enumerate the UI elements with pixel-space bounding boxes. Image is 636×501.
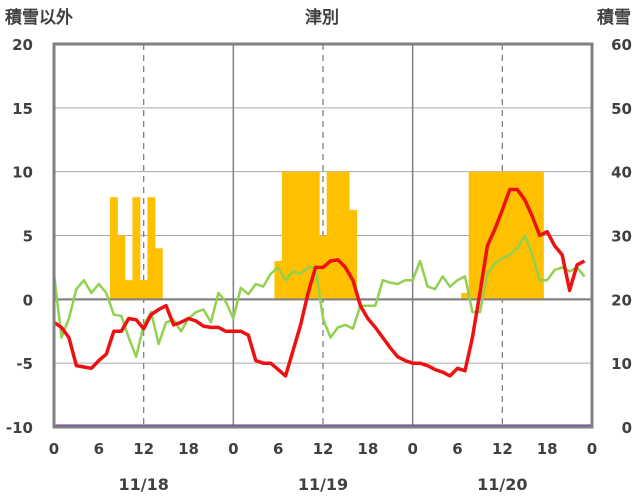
snow-bar	[117, 235, 126, 300]
snow-bar	[528, 171, 537, 300]
hour-tick-label: 12	[492, 440, 513, 458]
snow-bar	[124, 280, 133, 300]
right-tick-label: 0	[622, 419, 632, 437]
date-label: 11/18	[118, 475, 168, 494]
snow-bar	[311, 171, 320, 300]
date-label: 11/20	[477, 475, 527, 494]
left-tick-label: 20	[12, 36, 33, 54]
snow-bar	[491, 171, 499, 300]
snow-bar	[274, 261, 283, 300]
snow-bar	[476, 171, 485, 300]
snow-bar	[349, 209, 358, 300]
left-axis-label: 積雪以外	[5, 7, 73, 28]
right-tick-label: 50	[611, 100, 632, 118]
left-tick-label: 5	[23, 228, 33, 246]
right-tick-label: 60	[611, 36, 632, 54]
hour-tick-label: 0	[407, 440, 417, 458]
left-tick-label: 10	[12, 164, 33, 182]
snow-bar	[506, 171, 514, 300]
hour-tick-label: 12	[313, 440, 334, 458]
left-tick-label: 15	[12, 100, 33, 118]
snow-bar	[289, 171, 298, 300]
snow-bar	[281, 171, 290, 300]
left-tick-label: 0	[23, 291, 33, 309]
snow-bar	[139, 280, 148, 300]
right-tick-label: 40	[611, 164, 632, 182]
snow-bar	[334, 171, 343, 300]
right-tick-label: 30	[611, 228, 632, 246]
red-series-line	[53, 187, 586, 378]
hour-tick-label: 6	[94, 440, 104, 458]
snow-bar	[147, 197, 156, 300]
date-label: 11/19	[298, 475, 348, 494]
hour-tick-label: 18	[357, 440, 378, 458]
left-tick-label: -10	[6, 419, 33, 437]
green-series-line	[52, 234, 586, 359]
right-tick-label: 20	[611, 291, 632, 309]
snow-bar	[483, 171, 492, 300]
hour-tick-label: 18	[178, 440, 199, 458]
snow-bar	[341, 171, 350, 300]
right-axis-label: 積雪	[597, 7, 631, 28]
plot-frame	[52, 42, 594, 429]
snow-bar	[498, 171, 507, 300]
snow-bar	[304, 171, 313, 300]
hour-tick-label: 6	[273, 440, 283, 458]
snow-bar	[110, 197, 118, 300]
snow-bar	[326, 171, 335, 300]
snow-bar	[132, 197, 141, 300]
hour-tick-label: 6	[452, 440, 462, 458]
hour-tick-label: 0	[49, 440, 59, 458]
hour-tick-label: 0	[228, 440, 238, 458]
snow-bar	[296, 171, 305, 300]
snow-bar	[513, 171, 522, 300]
snow-bar	[461, 292, 470, 300]
snow-bar	[468, 171, 477, 300]
snow-bar	[154, 248, 163, 300]
chart-title: 津別	[305, 7, 339, 28]
left-tick-label: -5	[16, 355, 33, 373]
hour-tick-label: 12	[133, 440, 154, 458]
hour-tick-label: 18	[537, 440, 558, 458]
hour-tick-label: 0	[587, 440, 597, 458]
right-tick-label: 10	[611, 355, 632, 373]
